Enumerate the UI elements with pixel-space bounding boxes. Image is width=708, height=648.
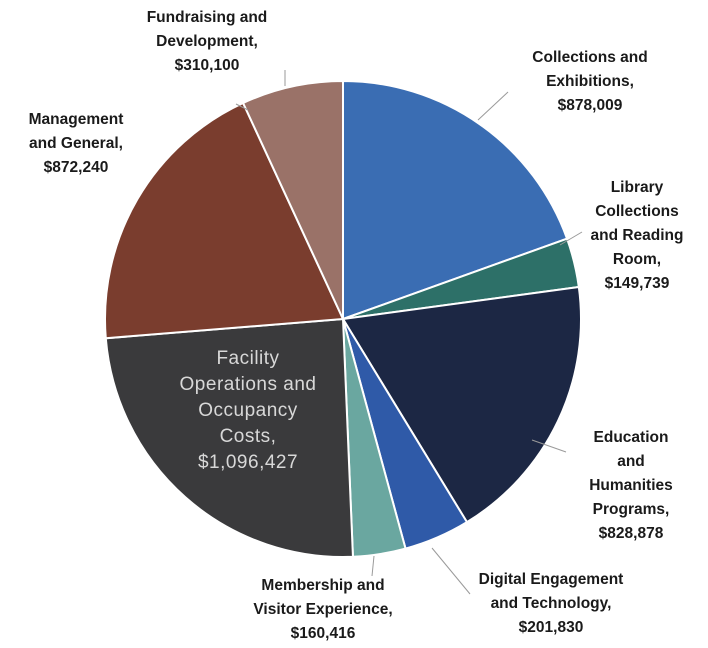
slice-label-fundraising-development: Fundraising and Development, $310,100 (146, 9, 268, 74)
slice-label-collections-exhibitions: Collections and Exhibitions, $878,009 (532, 49, 648, 114)
slice-label-membership-visitor: Membership and Visitor Experience, $160,… (253, 577, 393, 642)
leader-line-education (531, 439, 567, 453)
leader-line-digital (431, 547, 471, 595)
slice-label-digital-engagement: Digital Engagement and Technology, $201,… (478, 571, 624, 636)
pie-slice-fundraising-development (241, 79, 344, 320)
leader-line-library (559, 231, 583, 246)
pie-slice-facility-operations (104, 317, 354, 558)
leader-line-collections (477, 91, 509, 121)
pie-slice-management-general (104, 101, 345, 340)
slice-label-management-general: Management and General, $872,240 (28, 111, 124, 176)
leader-line-management (235, 103, 249, 111)
slice-label-library-collections: Library Collections and Reading Room, $1… (590, 179, 684, 292)
slice-label-education-humanities: Education and Humanities Programs, $828,… (589, 429, 673, 542)
pie-slice-collections-exhibitions (342, 79, 569, 321)
leader-line-membership (371, 555, 375, 577)
pie-slice-education-humanities (341, 285, 582, 524)
slice-label-facility-operations: Facility Operations and Occupancy Costs,… (179, 348, 317, 473)
